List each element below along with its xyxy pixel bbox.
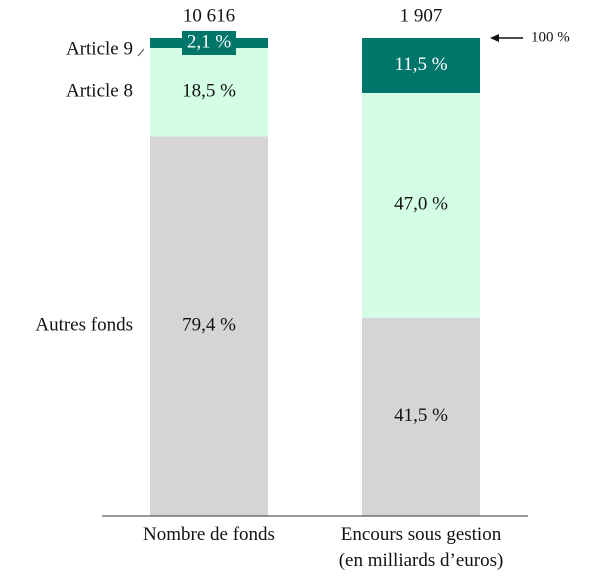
bar-segment bbox=[362, 92, 480, 318]
legend-label: Article 8 bbox=[66, 80, 133, 101]
legend-label: Autres fonds bbox=[35, 314, 133, 335]
value-label: 41,5 % bbox=[394, 405, 448, 426]
bar-segment bbox=[362, 317, 480, 516]
bar-segment bbox=[150, 48, 268, 137]
bar-segment bbox=[150, 136, 268, 516]
legend-label: Article 9 bbox=[66, 38, 133, 59]
annotation-label: 100 % bbox=[531, 29, 570, 45]
x-tick-label: Encours sous gestion (en milliards d’euro… bbox=[339, 524, 504, 571]
value-label: 2,1 % bbox=[187, 31, 232, 52]
arrow-head bbox=[490, 34, 499, 42]
x-tick-label: Nombre de fonds bbox=[143, 524, 275, 545]
value-label: 11,5 % bbox=[394, 54, 447, 75]
total-label: 1 907 bbox=[400, 5, 443, 26]
value-label: 18,5 % bbox=[182, 81, 236, 102]
total-label: 10 616 bbox=[183, 5, 235, 26]
bar-segment bbox=[362, 38, 480, 93]
value-label: 79,4 % bbox=[182, 315, 236, 336]
label-box bbox=[182, 31, 236, 55]
value-label: 47,0 % bbox=[394, 194, 448, 215]
leader-line bbox=[137, 48, 145, 57]
